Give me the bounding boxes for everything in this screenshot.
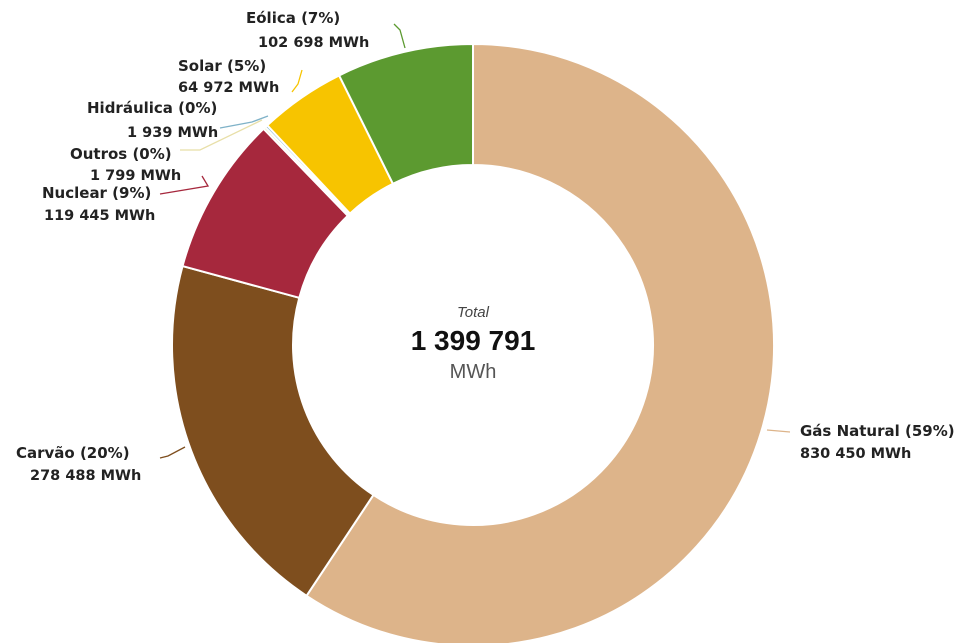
leader-line-carvao [159,446,186,459]
slice-value-gas-natural: 830 450 MWh [800,446,911,462]
slice-label-nuclear: Nuclear (9%) [42,184,151,202]
donut-slices [171,42,775,643]
leader-line-nuclear [159,175,210,195]
center-total-value: 1 399 791 [411,325,536,356]
slice-label-solar: Solar (5%) [178,57,266,75]
leader-line-eolica [393,23,406,49]
slice-value-eolica: 102 698 MWh [258,35,369,51]
slice-label-gas-natural: Gás Natural (59%) [800,422,955,440]
slice-gas-natural [305,42,775,643]
center-total-label: Total [457,304,490,321]
slice-value-hidraulica: 1 939 MWh [127,125,218,141]
slice-label-outros: Outros (0%) [70,145,172,163]
center-total: Total 1 399 791 MWh [411,304,536,383]
slice-value-carvao: 278 488 MWh [30,468,141,484]
slice-label-hidraulica: Hidráulica (0%) [87,99,217,117]
slice-label-eolica: Eólica (7%) [246,9,340,27]
leader-line-outros [180,119,263,151]
slice-labels: Gás Natural (59%) 830 450 MWh Carvão (20%)… [16,9,955,484]
slice-carvao [171,264,375,598]
slice-value-solar: 64 972 MWh [178,80,279,96]
center-total-unit: MWh [450,361,497,383]
slice-eolica [337,42,474,186]
slice-value-outros: 1 799 MWh [90,168,181,184]
leader-line-solar [291,69,303,93]
leader-line-hidraulica [219,115,269,129]
slice-value-nuclear: 119 445 MWh [44,208,155,224]
slice-label-carvao: Carvão (20%) [16,444,130,462]
leader-line-gas-natural [766,429,791,433]
label-leader-lines [159,23,791,459]
